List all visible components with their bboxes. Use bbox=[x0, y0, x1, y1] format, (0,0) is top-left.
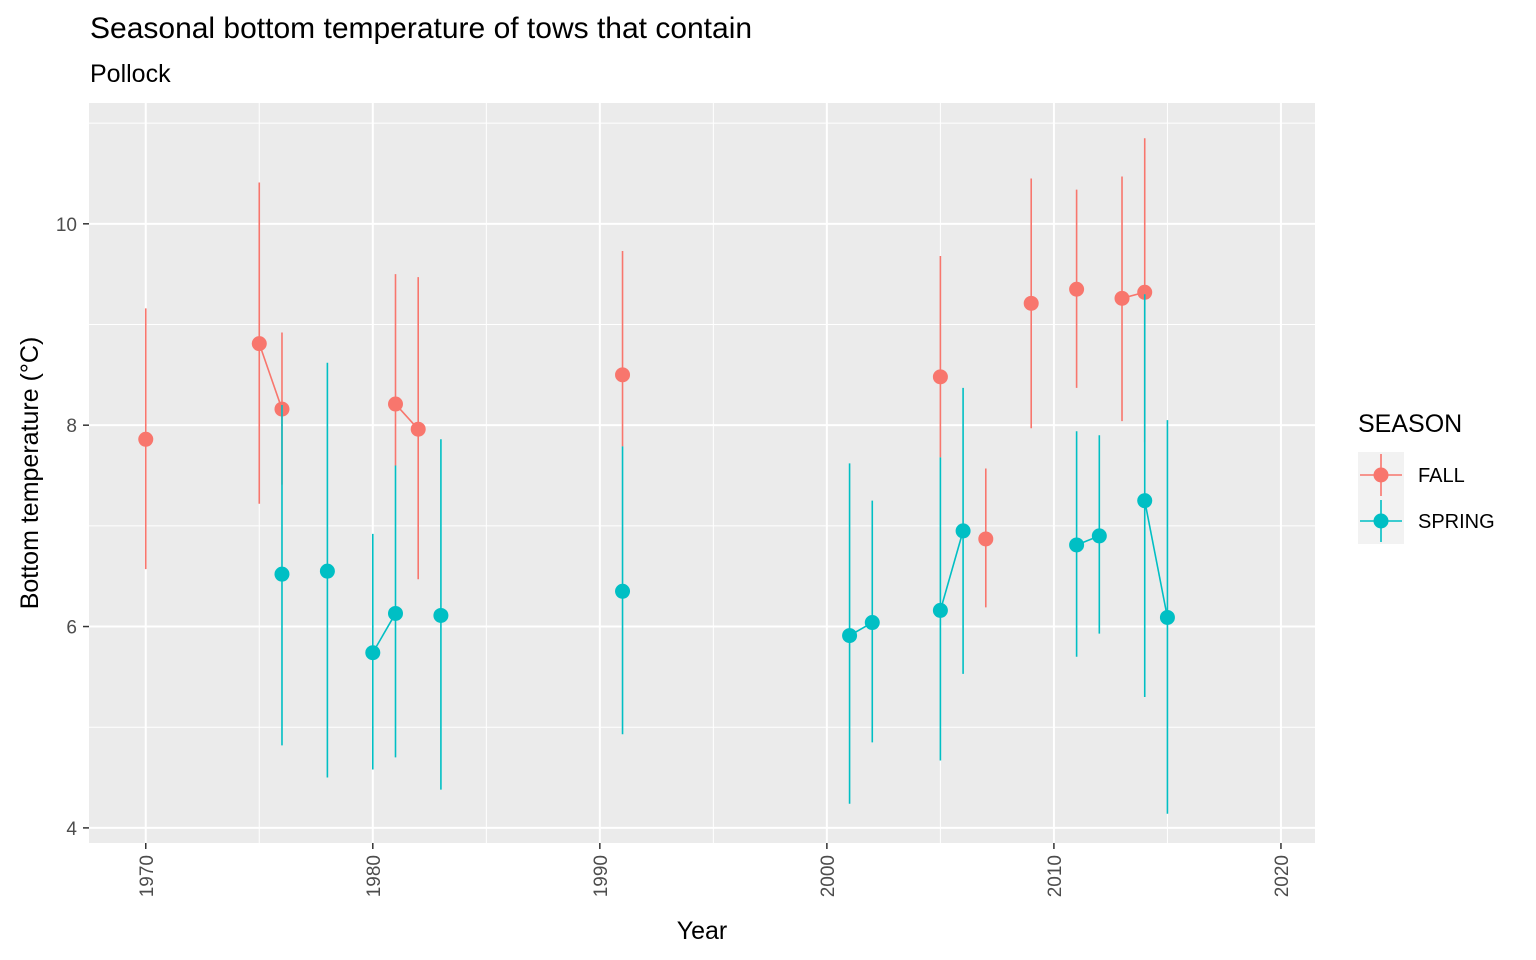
data-point bbox=[864, 615, 880, 631]
data-point bbox=[138, 431, 154, 447]
series-connector bbox=[258, 343, 283, 410]
data-point bbox=[932, 602, 948, 618]
x-tick-label: 2010 bbox=[1045, 855, 1066, 897]
axis-ticks bbox=[83, 223, 1282, 849]
legend-item-spring: SPRING bbox=[1358, 498, 1495, 544]
y-tick-label: 4 bbox=[66, 819, 77, 840]
data-point bbox=[842, 628, 858, 644]
data-point bbox=[1069, 281, 1085, 297]
data-point bbox=[1069, 537, 1085, 553]
data-point bbox=[978, 531, 994, 547]
legend-title: SEASON bbox=[1358, 410, 1462, 438]
y-tick-label: 10 bbox=[56, 215, 77, 236]
series-fall bbox=[138, 138, 1153, 608]
x-tick-label: 2020 bbox=[1272, 855, 1293, 897]
series-connector bbox=[939, 530, 964, 611]
data-point bbox=[615, 367, 631, 383]
grid-major bbox=[89, 103, 1315, 843]
data-point bbox=[1159, 609, 1175, 625]
y-axis-title: Bottom temperature (°C) bbox=[16, 337, 44, 610]
x-tick-label: 2000 bbox=[818, 855, 839, 897]
data-point bbox=[615, 583, 631, 599]
data-point bbox=[365, 645, 381, 661]
chart-subtitle: Pollock bbox=[90, 60, 171, 88]
x-tick-label: 1990 bbox=[591, 855, 612, 897]
x-axis-title: Year bbox=[677, 917, 728, 945]
data-point bbox=[410, 421, 426, 437]
legend-label: FALL bbox=[1418, 465, 1465, 487]
data-point bbox=[1114, 290, 1130, 306]
y-tick-label: 6 bbox=[66, 618, 77, 639]
plot-panel bbox=[89, 103, 1315, 843]
data-point bbox=[274, 566, 290, 582]
chart-title: Seasonal bottom temperature of tows that… bbox=[90, 12, 753, 45]
data-point bbox=[388, 396, 403, 412]
data-point bbox=[319, 563, 335, 579]
legend-items: FALL SPRING bbox=[1358, 452, 1495, 544]
data-point bbox=[1137, 284, 1153, 300]
data-point bbox=[251, 336, 267, 352]
y-tick-label: 8 bbox=[66, 416, 77, 437]
series-connector bbox=[372, 613, 397, 654]
legend-key-point bbox=[1373, 467, 1389, 483]
data-point bbox=[955, 523, 971, 539]
data-point bbox=[1023, 295, 1039, 311]
legend-key-point bbox=[1373, 513, 1389, 529]
data-point bbox=[388, 605, 403, 621]
legend-item-fall: FALL bbox=[1358, 452, 1465, 498]
x-tick-label: 1970 bbox=[137, 855, 158, 897]
data-point bbox=[1091, 528, 1107, 544]
legend: SEASON FALL SPRING bbox=[1358, 410, 1495, 544]
series-connector bbox=[1143, 500, 1169, 618]
data-point bbox=[1137, 493, 1153, 509]
tick-labels: 4 6 8 10 1970 1980 1990 2000 2010 2020 bbox=[56, 215, 1293, 897]
data-point bbox=[932, 369, 948, 385]
series-layer bbox=[138, 138, 1175, 814]
x-tick-label: 1980 bbox=[364, 855, 385, 897]
series-spring bbox=[274, 294, 1175, 814]
legend-label: SPRING bbox=[1418, 511, 1495, 533]
data-point bbox=[433, 607, 449, 623]
